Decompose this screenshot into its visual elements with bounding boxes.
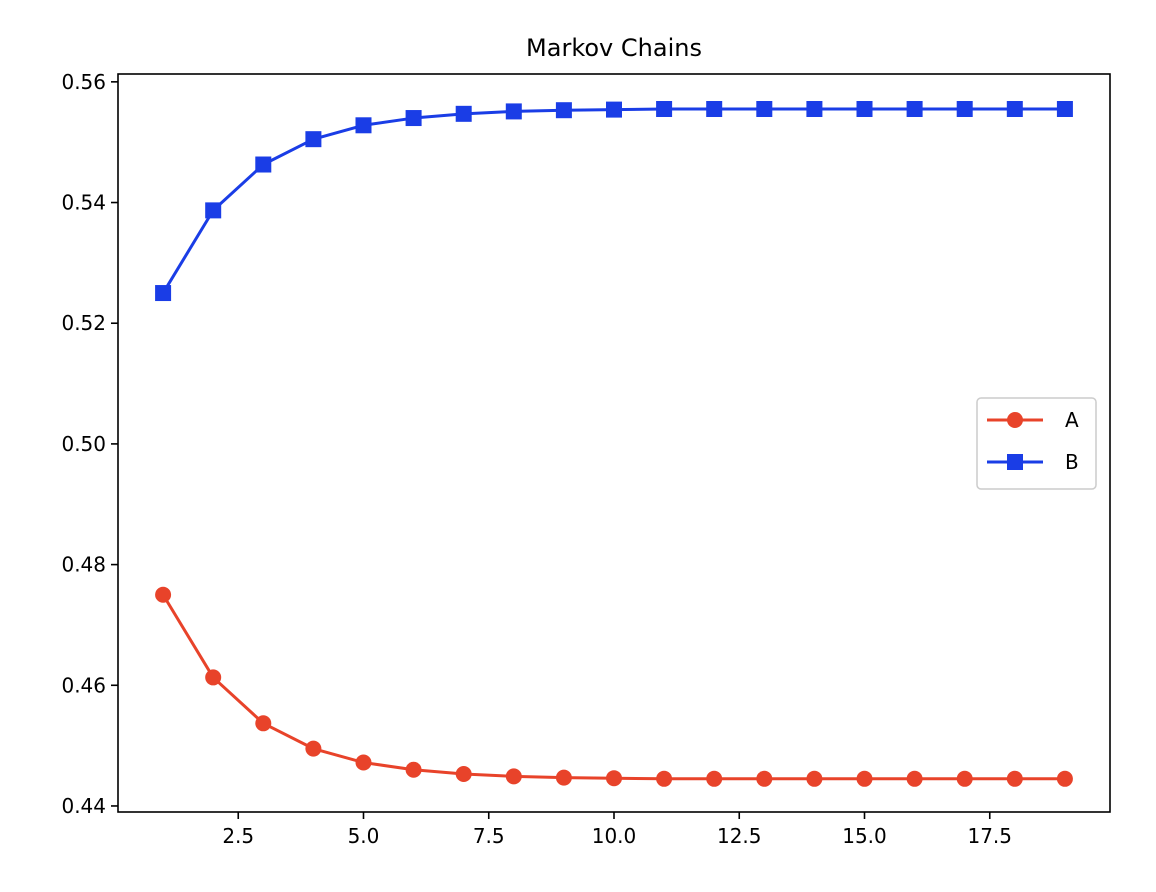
data-point-B <box>1056 100 1073 117</box>
x-tick-label: 2.5 <box>222 824 254 848</box>
legend-item-B: B <box>987 450 1079 474</box>
y-tick-label: 0.54 <box>61 191 106 215</box>
data-point-B <box>205 202 222 219</box>
legend-label: B <box>1065 450 1079 474</box>
x-tick-label: 10.0 <box>592 824 637 848</box>
data-point-A <box>656 770 673 787</box>
data-point-B <box>1006 100 1023 117</box>
data-point-B <box>405 110 422 127</box>
chart-title: Markov Chains <box>526 34 702 62</box>
data-point-B <box>455 105 472 122</box>
legend-marker <box>1007 412 1023 428</box>
data-point-A <box>355 754 372 771</box>
data-point-A <box>155 586 172 603</box>
data-point-A <box>505 768 522 785</box>
data-point-A <box>305 740 322 757</box>
data-point-A <box>405 761 422 778</box>
data-point-A <box>606 770 622 787</box>
data-point-A <box>906 770 923 787</box>
y-tick-label: 0.56 <box>61 70 106 94</box>
data-point-A <box>1056 770 1073 787</box>
data-point-B <box>555 102 572 119</box>
x-tick-label: 12.5 <box>717 824 762 848</box>
data-point-B <box>756 100 773 117</box>
data-point-A <box>205 669 222 686</box>
data-point-B <box>155 285 172 302</box>
data-point-B <box>656 100 673 117</box>
legend-item-A: A <box>987 408 1079 432</box>
data-point-B <box>956 100 973 117</box>
data-point-A <box>1006 770 1023 787</box>
data-point-A <box>756 770 773 787</box>
x-tick-label: 15.0 <box>842 824 887 848</box>
series-A <box>155 586 1073 787</box>
data-point-A <box>956 770 973 787</box>
data-point-A <box>555 769 572 786</box>
y-tick-label: 0.50 <box>61 432 106 456</box>
series-B <box>155 100 1073 302</box>
y-tick-label: 0.44 <box>61 794 106 818</box>
data-point-A <box>856 770 873 787</box>
data-point-A <box>706 770 723 787</box>
data-point-B <box>305 131 322 148</box>
data-point-B <box>856 100 873 117</box>
data-point-B <box>355 117 372 134</box>
data-point-B <box>706 100 723 117</box>
data-point-A <box>455 765 472 782</box>
legend-label: A <box>1065 408 1079 432</box>
legend: AB <box>976 397 1097 490</box>
x-tick-label: 17.5 <box>967 824 1012 848</box>
data-point-B <box>255 156 272 173</box>
x-tick-label: 7.5 <box>473 824 505 848</box>
data-point-A <box>255 715 272 732</box>
plot-layer <box>155 100 1073 787</box>
y-tick-label: 0.48 <box>61 553 106 577</box>
data-point-A <box>806 770 823 787</box>
y-tick-label: 0.46 <box>61 673 106 697</box>
y-tick-label: 0.52 <box>61 311 106 335</box>
axes-layer: 2.5 5.0 7.5 10.0 12.5 15.0 17.5 0.44 0.46 0.48 0.5… <box>61 70 1012 848</box>
data-point-B <box>606 101 622 118</box>
data-point-B <box>806 100 823 117</box>
legend-marker <box>1007 454 1023 470</box>
data-point-B <box>505 103 522 120</box>
x-tick-label: 5.0 <box>348 824 380 848</box>
data-point-B <box>906 100 923 117</box>
